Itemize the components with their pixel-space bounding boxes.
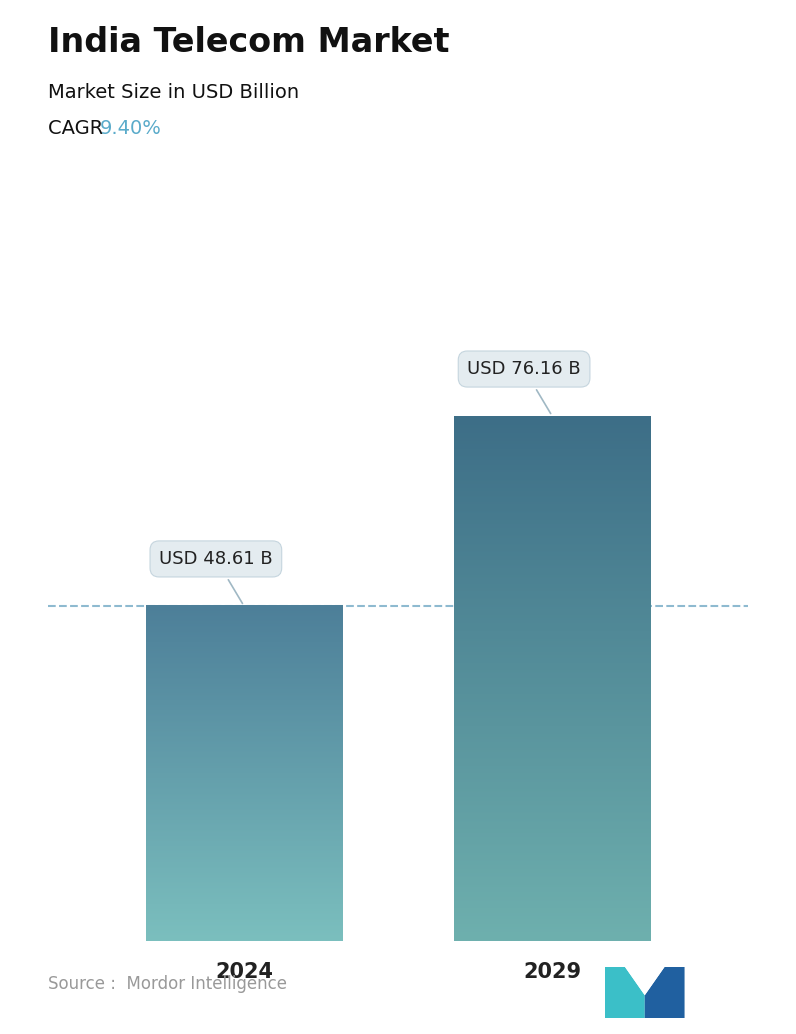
Text: CAGR: CAGR [48, 119, 109, 138]
Text: USD 76.16 B: USD 76.16 B [467, 360, 581, 414]
Text: USD 48.61 B: USD 48.61 B [159, 550, 273, 604]
Text: India Telecom Market: India Telecom Market [48, 26, 449, 59]
Text: Market Size in USD Billion: Market Size in USD Billion [48, 83, 298, 101]
Text: 9.40%: 9.40% [100, 119, 162, 138]
Text: Source :  Mordor Intelligence: Source : Mordor Intelligence [48, 975, 287, 993]
